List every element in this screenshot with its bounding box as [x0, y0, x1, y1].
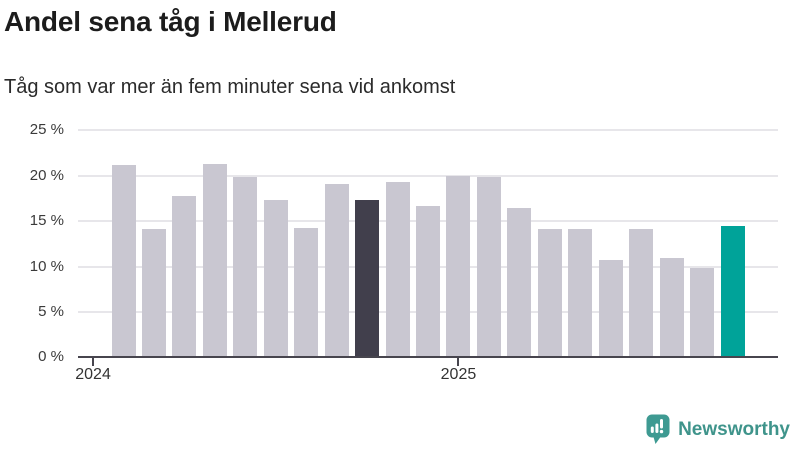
brand-name: Newsworthy [678, 418, 790, 440]
bar-2024-11 [385, 181, 410, 356]
bar-2024-10 [355, 200, 380, 356]
bar-2025-06 [598, 260, 623, 356]
x-tick [92, 358, 95, 366]
bar-2024-06 [233, 177, 258, 356]
plot-area [78, 122, 778, 358]
x-tick [457, 358, 460, 366]
bar-2024-08 [294, 228, 319, 356]
y-tick-label: 0 % [38, 348, 64, 365]
bar-2024-12 [416, 205, 440, 356]
bar-2025-03 [507, 208, 532, 356]
bar-2024-03 [141, 229, 166, 356]
bar-2025-07 [629, 229, 654, 356]
y-tick-label: 15 % [29, 212, 64, 230]
newsworthy-brand-link[interactable]: Newsworthy [646, 414, 790, 445]
bar-2025-05 [568, 229, 593, 356]
bar-2025-02 [476, 177, 501, 356]
y-tick-label: 10 % [29, 257, 64, 275]
bar-2025-10 [720, 225, 745, 356]
y-axis-labels: 25 % 20 % 15 % 10 % 5 % 0 % [0, 121, 64, 365]
x-tick-label: 2025 [440, 366, 477, 383]
bar-2025-04 [537, 229, 562, 356]
gridline [78, 129, 778, 131]
newsworthy-logo-icon [646, 414, 670, 444]
x-tick-label: 2024 [75, 366, 111, 383]
x-axis-line [78, 356, 778, 358]
bar-2024-02 [111, 165, 136, 356]
y-tick-label: 25 % [29, 121, 64, 139]
gridline [78, 174, 778, 177]
bar-2024-05 [202, 164, 227, 356]
bar-2025-08 [659, 257, 684, 356]
bar-2025-01 [446, 176, 471, 356]
bar-2024-09 [324, 183, 349, 356]
y-tick-label: 20 % [29, 166, 64, 184]
bar-2024-07 [263, 200, 288, 356]
y-tick-label: 5 % [38, 303, 64, 321]
bar-2025-09 [690, 267, 715, 356]
bar-2024-04 [172, 195, 197, 356]
chart-subtitle: Tåg som var mer än fem minuter sena vid … [4, 76, 456, 98]
page-title: Andel sena tåg i Mellerud [4, 6, 337, 37]
